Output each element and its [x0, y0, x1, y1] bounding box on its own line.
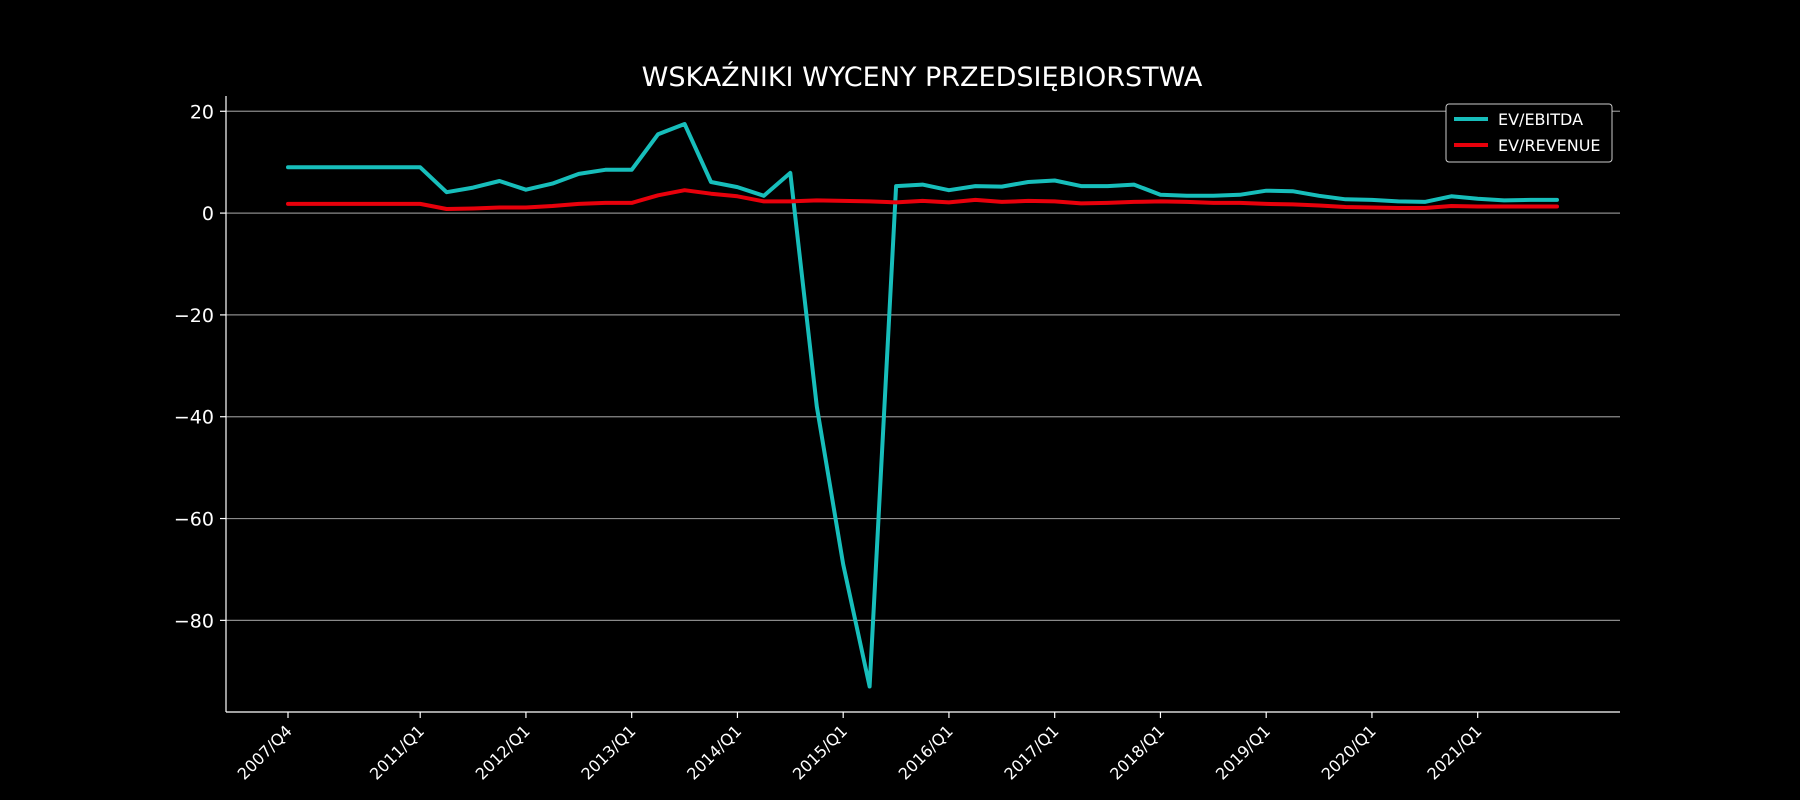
legend-label: EV/EBITDA: [1498, 110, 1583, 129]
chart-title: WSKAŹNIKI WYCENY PRZEDSIĘBIORSTWA: [642, 61, 1203, 93]
series: [286, 122, 1559, 689]
series-line-ev-revenue: [286, 188, 1559, 211]
y-tick-label: 20: [190, 101, 214, 123]
series-line-ev-ebitda: [286, 122, 1559, 689]
y-tick-label: −40: [174, 407, 214, 429]
y-tick-label: −80: [174, 610, 214, 632]
y-ticks: 20 0 −20 −40 −60 −80: [174, 101, 226, 632]
y-tick-label: −60: [174, 509, 214, 531]
y-tick-label: −20: [174, 305, 214, 327]
axes: [225, 96, 1620, 713]
legend: EV/EBITDA EV/REVENUE: [1445, 103, 1613, 163]
legend-label: EV/REVENUE: [1498, 136, 1601, 155]
y-tick-label: 0: [202, 203, 214, 225]
grid: [226, 110, 1620, 621]
